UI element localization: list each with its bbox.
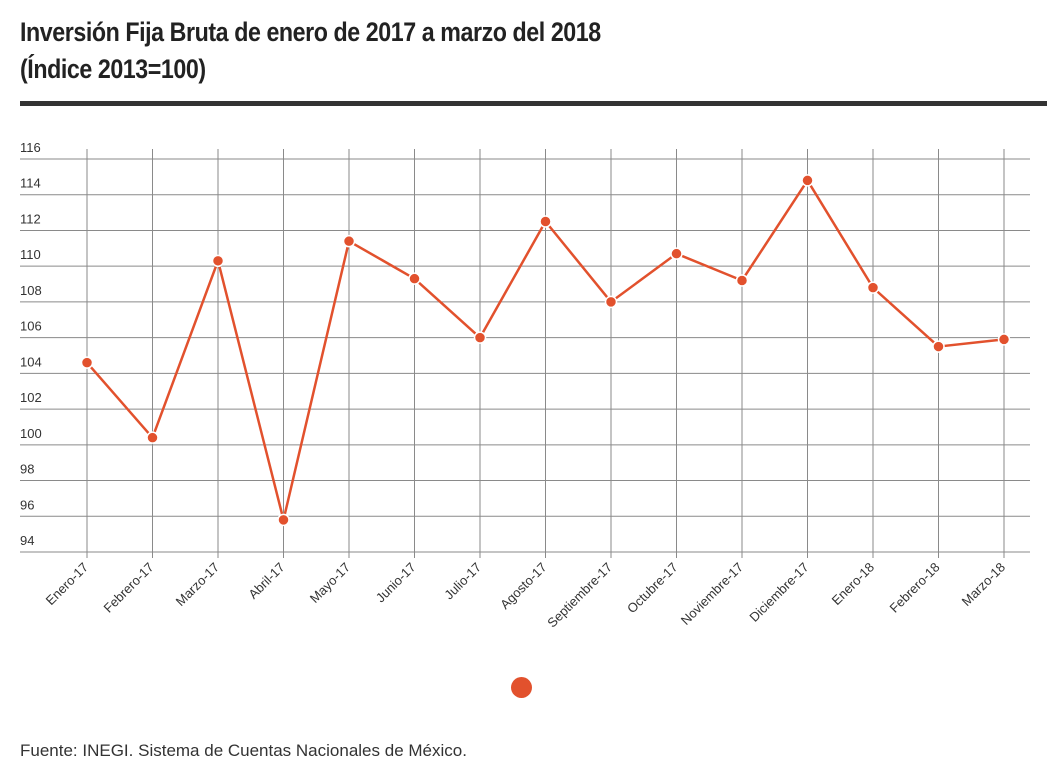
y-tick-label: 96: [20, 497, 34, 512]
data-point: [277, 513, 290, 527]
x-tick-label: Marzo-18: [959, 560, 1008, 609]
data-point: [670, 247, 683, 260]
data-point: [997, 333, 1011, 346]
x-tick-label: Octubre-17: [624, 560, 681, 617]
y-tick-label: 112: [20, 211, 41, 226]
data-point: [211, 254, 225, 268]
y-tick-label: 100: [20, 426, 42, 441]
x-tick-label: Diciembre-17: [746, 560, 811, 625]
line-chart: 94 96 98 100 102 104 106 108 110 112 114 116 Enero-1…: [20, 140, 1030, 631]
chart-title-line1: Inversión Fija Bruta de enero de 2017 a …: [20, 17, 601, 47]
y-tick-label: 98: [20, 462, 34, 477]
data-point: [735, 274, 749, 287]
y-tick-label: 108: [20, 283, 42, 298]
x-tick-label: Marzo-17: [173, 560, 222, 609]
x-tick-label: Abril-17: [245, 560, 287, 602]
y-tick-label: 114: [20, 176, 41, 191]
data-point: [408, 272, 421, 285]
chart-title-line2: (Índice 2013=100): [20, 54, 206, 84]
y-tick-label: 102: [20, 390, 42, 405]
legend-marker: [511, 677, 532, 698]
x-tick-label: Septiembre-17: [544, 560, 615, 631]
title-divider: [20, 101, 1047, 106]
x-tick-label: Mayo-17: [307, 560, 353, 606]
x-tick-label: Enero-17: [43, 560, 91, 608]
data-point: [932, 340, 945, 353]
data-point: [539, 215, 552, 228]
x-tick-label: Febrero-18: [887, 560, 943, 616]
x-tick-label: Noviembre-17: [678, 560, 746, 628]
data-point: [80, 356, 94, 369]
y-tick-label: 110: [20, 247, 41, 262]
x-tick-label: Febrero-17: [101, 560, 157, 616]
x-tick-label: Enero-18: [829, 560, 877, 608]
source-note: Fuente: INEGI. Sistema de Cuentas Nacion…: [20, 741, 467, 760]
data-point: [604, 295, 618, 309]
x-tick-label: Julio-17: [441, 560, 484, 603]
y-tick-label: 94: [20, 533, 34, 548]
y-tick-label: 104: [20, 354, 42, 369]
y-tick-label: 116: [20, 140, 41, 155]
y-tick-label: 106: [20, 319, 42, 334]
data-point: [342, 234, 356, 248]
data-point: [801, 174, 814, 187]
x-tick-label: Agosto-17: [497, 560, 550, 613]
data-point: [866, 281, 880, 294]
chart-title: Inversión Fija Bruta de enero de 2017 a …: [20, 14, 601, 88]
data-point: [146, 431, 159, 444]
data-point: [473, 331, 487, 344]
x-tick-label: Junio-17: [373, 560, 419, 606]
